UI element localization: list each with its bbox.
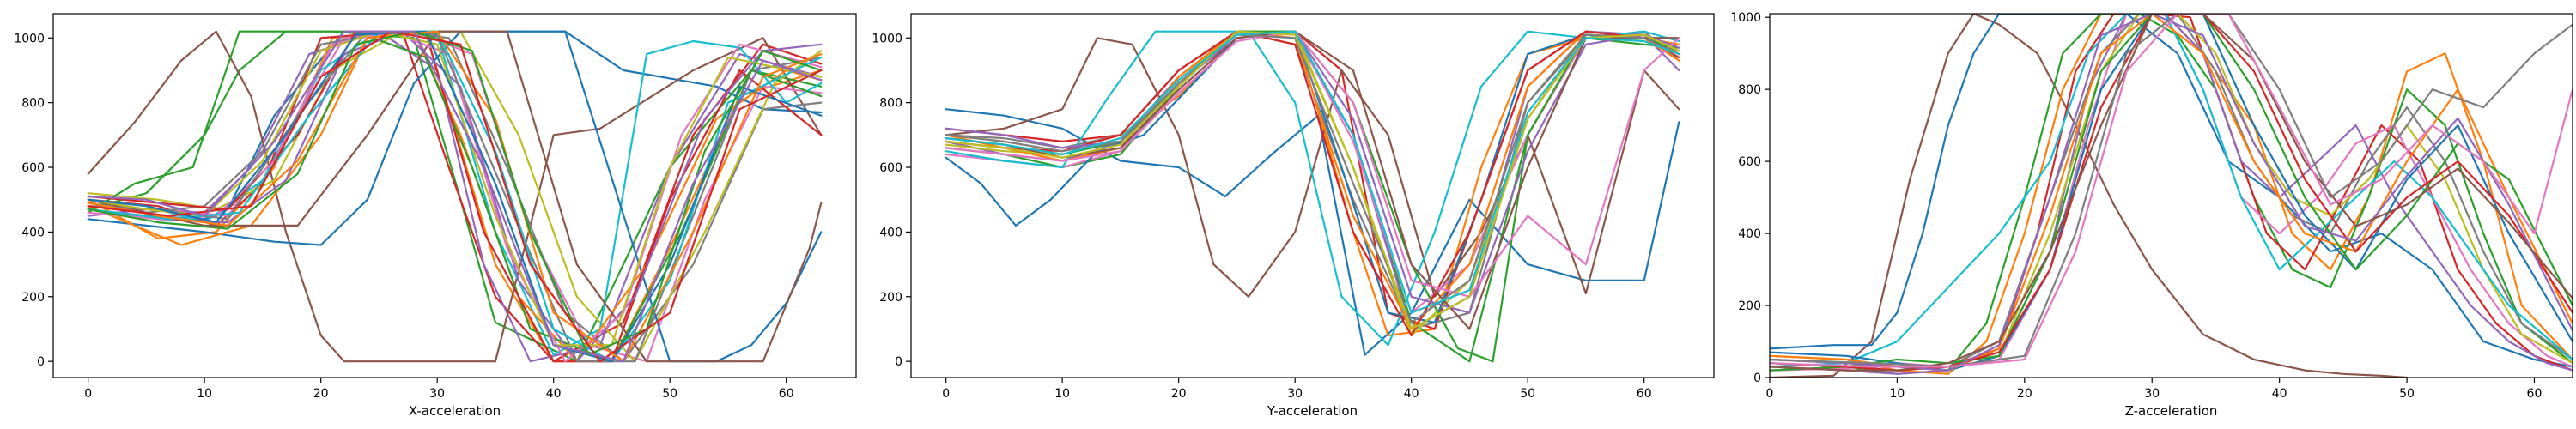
x-tick-label: 60 (1637, 387, 1652, 401)
series-line-12 (1770, 14, 2573, 372)
series-line-2 (1770, 14, 2573, 368)
y-tick-label: 0 (1753, 372, 1761, 385)
series-line-10 (1770, 14, 2573, 368)
y-tick-label: 400 (21, 226, 45, 239)
series-line-18 (1770, 14, 2573, 368)
y-tick-label: 200 (879, 291, 902, 305)
y-tick-label: 800 (21, 97, 45, 111)
series-line-20 (945, 30, 1680, 314)
series-line-20 (87, 30, 823, 363)
series-group (87, 30, 823, 363)
series-line-16 (87, 30, 823, 363)
x-tick-label: 40 (546, 387, 562, 401)
x-tick-label: 30 (429, 387, 445, 401)
y-tick-label: 800 (1738, 83, 1761, 97)
x-tick-label: 40 (2272, 387, 2287, 401)
y-tick-label: 600 (1738, 155, 1761, 169)
series-line-8 (87, 30, 823, 363)
series-line-9 (1770, 14, 2573, 372)
series-group (945, 30, 1680, 363)
y-tick-label: 0 (895, 355, 902, 369)
series-line-8 (1770, 14, 2573, 372)
y-tick-label: 1000 (1730, 11, 1761, 25)
x-axis-label: Y-acceleration (1267, 403, 1358, 419)
y-tick-label: 1000 (872, 32, 902, 45)
series-line-7 (87, 30, 823, 363)
x-tick-label: 60 (779, 387, 794, 401)
series-line-22 (87, 30, 823, 363)
y-tick-label: 0 (37, 355, 45, 369)
x-tick-label: 30 (2144, 387, 2160, 401)
plot-frame (910, 13, 1715, 378)
plot-frame (52, 13, 857, 378)
series-line-13 (1770, 14, 2573, 372)
series-line-17 (1770, 14, 2573, 368)
x-tick-label: 60 (2527, 387, 2543, 401)
x-tick-label: 30 (1287, 387, 1303, 401)
series-line-16 (1770, 14, 2573, 372)
series-line-14 (945, 30, 1680, 337)
x-tick-label: 40 (1404, 387, 1419, 401)
series-line-7 (1770, 14, 2573, 372)
series-line-11 (1770, 14, 2573, 372)
y-acceleration-panel: 0 10 20 30 40 50 6002004006008001000Y-accelera… (872, 13, 1715, 419)
series-line-13 (87, 30, 823, 363)
series-line-21 (87, 30, 823, 363)
y-tick-label: 600 (879, 161, 902, 175)
y-tick-label: 200 (21, 291, 45, 305)
x-tick-label: 10 (197, 387, 212, 401)
x-acceleration-panel: 0 10 20 30 40 50 6002004006008001000X-accelera… (14, 13, 857, 419)
x-tick-label: 20 (313, 387, 329, 401)
y-tick-label: 400 (879, 226, 902, 239)
series-line-10 (945, 30, 1680, 347)
y-tick-label: 200 (1738, 299, 1761, 313)
x-tick-label: 0 (942, 387, 950, 401)
series-line-14 (1770, 14, 2573, 372)
series-line-17 (945, 30, 1680, 298)
series-line-24 (87, 30, 823, 363)
series-line-15 (945, 30, 1680, 314)
series-line-6 (945, 37, 1680, 298)
series-line-18 (87, 30, 823, 363)
y-tick-label: 400 (1738, 227, 1761, 241)
x-tick-label: 10 (1054, 387, 1070, 401)
series-line-6 (87, 30, 823, 363)
series-line-5 (1770, 14, 2573, 372)
x-axis-label: X-acceleration (409, 403, 501, 419)
y-tick-label: 800 (879, 97, 902, 111)
x-tick-label: 0 (1766, 387, 1774, 401)
x-tick-label: 50 (1520, 387, 1535, 401)
series-line-7 (945, 30, 1680, 314)
series-line-23 (87, 30, 823, 356)
series-line-18 (945, 33, 1680, 323)
series-group (1770, 14, 2573, 378)
y-tick-label: 600 (21, 161, 45, 175)
series-line-25 (87, 30, 823, 363)
z-acceleration-panel: 0 10 20 30 40 50 6002004006008001000Z-accelera… (1730, 11, 2573, 419)
series-line-1 (1770, 14, 2409, 378)
plot-frame (1769, 13, 2573, 378)
y-tick-label: 1000 (14, 32, 45, 45)
x-tick-label: 10 (1889, 387, 1905, 401)
series-line-15 (87, 30, 823, 363)
x-axis-label: Z-acceleration (2125, 403, 2218, 419)
x-tick-label: 20 (1171, 387, 1187, 401)
x-tick-label: 50 (662, 387, 677, 401)
x-tick-label: 50 (2399, 387, 2415, 401)
x-tick-label: 20 (2017, 387, 2032, 401)
series-line-15 (1770, 14, 2573, 372)
x-tick-label: 0 (84, 387, 92, 401)
